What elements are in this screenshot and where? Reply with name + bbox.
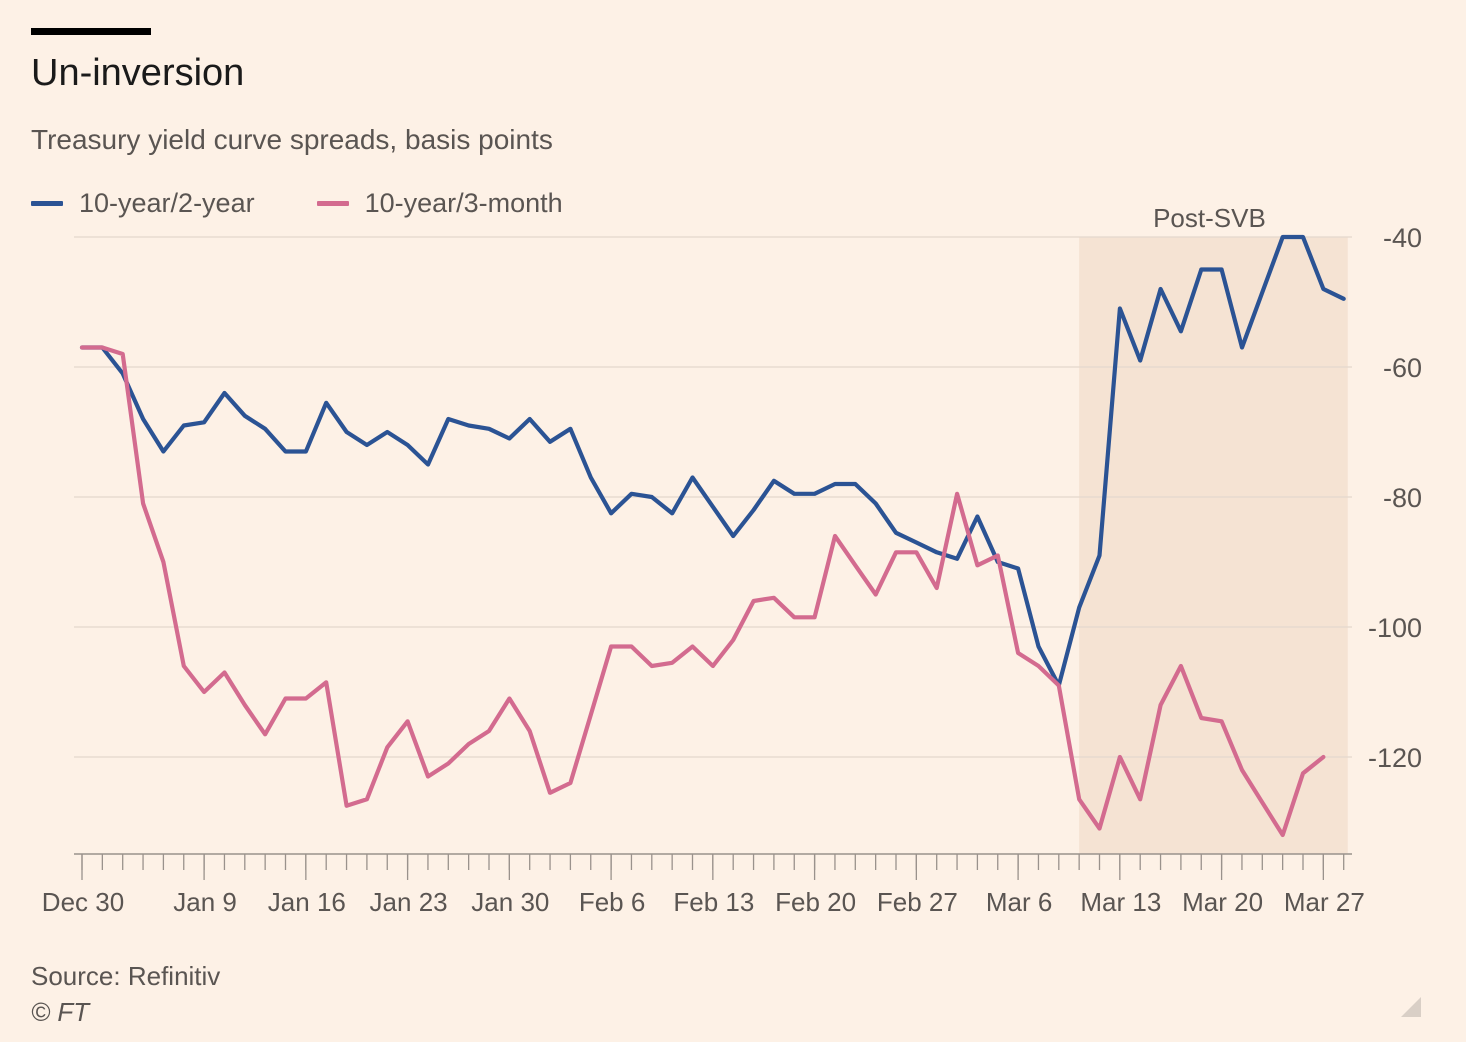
post-svb-label: Post-SVB	[1153, 203, 1266, 233]
x-tick-label: Dec 30	[42, 887, 124, 917]
legend-swatch-10y2y	[31, 201, 63, 206]
x-tick-label: Jan 23	[370, 887, 448, 917]
x-tick-label: Feb 20	[775, 887, 856, 917]
x-tick-label: Feb 13	[673, 887, 754, 917]
y-tick-label: -100	[1368, 613, 1422, 643]
source-note: Source: Refinitiv	[31, 961, 221, 991]
y-tick-label: -120	[1368, 743, 1422, 773]
x-tick-label: Mar 6	[986, 887, 1052, 917]
legend-label-10y3m: 10-year/3-month	[364, 188, 563, 218]
x-tick-label: Mar 27	[1284, 887, 1365, 917]
copyright-note: © FT	[31, 997, 90, 1027]
x-tick-label: Feb 6	[579, 887, 646, 917]
legend: 10-year/2-year 10-year/3-month	[31, 188, 625, 219]
series-line-10y3m	[79, 345, 1326, 838]
chart-title: Un-inversion	[31, 52, 245, 94]
y-tick-label: -60	[1383, 353, 1422, 383]
x-tick-label: Feb 27	[877, 887, 958, 917]
line-chart: Post-SVB -40 -60 -80 -100 -120 Dec 30 Jan 9 Jan …	[42, 203, 1422, 917]
x-tick-label: Jan 16	[268, 887, 346, 917]
header-rule	[31, 28, 151, 35]
x-tick-label: Mar 20	[1182, 887, 1263, 917]
series-line-10y2y	[79, 234, 1346, 688]
y-tick-label: -80	[1383, 483, 1422, 513]
x-tick-label: Mar 13	[1080, 887, 1161, 917]
x-tick-label: Jan 9	[173, 887, 237, 917]
resize-handle-icon[interactable]	[1401, 997, 1421, 1017]
legend-item-10y2y: 10-year/2-year	[31, 188, 255, 219]
x-tick-label: Jan 30	[471, 887, 549, 917]
post-svb-shading	[1079, 237, 1348, 854]
chart-subtitle: Treasury yield curve spreads, basis poin…	[31, 124, 553, 155]
y-tick-label: -40	[1383, 223, 1422, 253]
legend-item-10y3m: 10-year/3-month	[316, 188, 563, 219]
legend-swatch-10y3m	[316, 201, 349, 206]
legend-label-10y2y: 10-year/2-year	[79, 188, 255, 218]
